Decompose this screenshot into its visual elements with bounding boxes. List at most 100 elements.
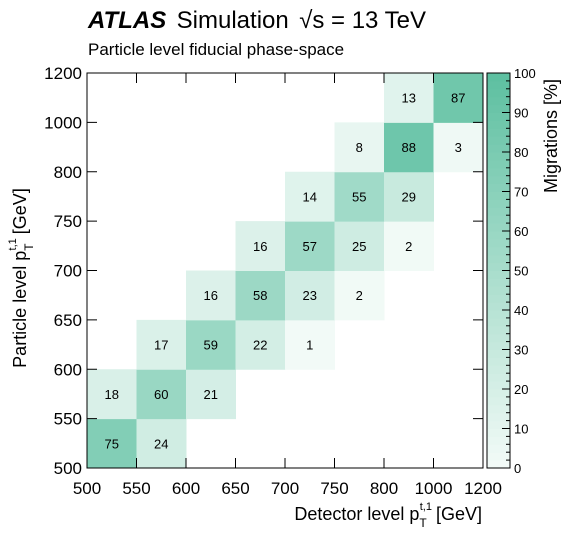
heatmap-cell	[186, 369, 236, 420]
heatmap-cell	[285, 319, 335, 370]
colorbar-segment	[487, 310, 510, 319]
atlas-label: ATLAS	[87, 7, 166, 34]
y-axis-title: Particle level pTt,1[GeV]	[7, 188, 36, 368]
cell-value-label: 60	[154, 387, 168, 402]
cell-value-label: 16	[253, 239, 267, 254]
colorbar-segment	[487, 341, 510, 350]
colorbar-segment	[487, 223, 510, 232]
cell-value-label: 21	[204, 387, 218, 402]
cell-value-label: 29	[402, 189, 416, 204]
colorbar-segment	[487, 396, 510, 406]
colorbar-segment	[487, 349, 510, 358]
cell-value-label: 16	[204, 288, 218, 303]
chart-header: ATLAS Simulation √s = 13 TeV Particle le…	[87, 7, 426, 59]
colorbar-segment	[487, 389, 510, 398]
heatmap-cell	[384, 171, 434, 222]
colorbar-segment	[487, 96, 510, 106]
colorbar-segment	[487, 128, 510, 137]
colorbar-tick-label: 20	[514, 382, 528, 397]
heatmap-cell	[384, 73, 434, 123]
colorbar-segment	[487, 254, 510, 264]
colorbar-segment	[487, 278, 510, 287]
heatmap-cell	[285, 171, 335, 222]
colorbar-segment	[487, 104, 510, 113]
y-tick-label: 1200	[44, 64, 82, 83]
simulation-label: Simulation	[177, 7, 289, 34]
colorbar-segment	[487, 452, 510, 461]
y-axis: 500 550 600 650 700 750 800 1000 1200	[44, 64, 483, 478]
chart-subtitle: Particle level fiducial phase-space	[88, 40, 344, 59]
heatmap-cell	[235, 221, 286, 271]
colorbar-segment	[487, 294, 510, 303]
heatmap-cell	[384, 122, 434, 173]
cell-value-label: 13	[402, 91, 416, 106]
colorbar-segment	[487, 112, 510, 121]
colorbar-segment	[487, 215, 510, 224]
heatmap-cell	[235, 270, 286, 321]
colorbar-tick-label: 50	[514, 264, 528, 279]
colorbar-tick-label: 100	[514, 66, 536, 81]
heatmap-cell	[384, 221, 434, 271]
x-axis-title: Detector level pTt,1 [GeV]	[294, 501, 482, 530]
cell-value-label: 59	[204, 338, 218, 353]
colorbar-segment	[487, 317, 510, 327]
heatmap-cell	[285, 270, 335, 321]
y-tick-label: 550	[54, 410, 82, 429]
x-tick-label: 800	[370, 479, 398, 498]
colorbar-segment	[487, 333, 510, 343]
colorbar-segment	[487, 325, 510, 335]
heatmap-cell	[334, 171, 385, 222]
colorbar-segment	[487, 238, 510, 248]
colorbar-tick-label: 30	[514, 343, 528, 358]
heatmap-cell	[136, 369, 187, 420]
colorbar-segment	[487, 246, 510, 256]
x-tick-label: 600	[172, 479, 200, 498]
colorbar-segment	[487, 199, 510, 208]
colorbar-tick-label: 60	[514, 224, 528, 239]
cell-value-label: 57	[303, 239, 317, 254]
cell-value-label: 17	[154, 338, 168, 353]
cell-value-label: 3	[455, 140, 462, 155]
colorbar-segment	[487, 73, 510, 82]
colorbar-title: Migrations [%]	[541, 79, 561, 193]
cell-value-label: 58	[253, 288, 267, 303]
cell-value-label: 2	[356, 288, 363, 303]
cell-value-label: 75	[105, 436, 119, 451]
heatmap-cell	[186, 319, 236, 370]
colorbar-tick-label: 90	[514, 106, 528, 121]
colorbar-segment	[487, 428, 510, 437]
x-tick-label: 500	[73, 479, 101, 498]
x-tick-label: 1200	[464, 479, 502, 498]
heatmap-cell	[136, 319, 187, 370]
colorbar-segment	[487, 444, 510, 453]
heatmap-cell	[186, 270, 236, 321]
heatmap-cell	[334, 221, 385, 271]
y-tick-label: 800	[54, 163, 82, 182]
y-tick-label: 500	[54, 459, 82, 478]
colorbar-segment	[487, 207, 510, 216]
heatmap-cell	[334, 270, 385, 321]
colorbar-segment	[487, 412, 510, 422]
cell-value-label: 8	[356, 140, 363, 155]
heatmap-cell	[285, 221, 335, 271]
colorbar-segment	[487, 460, 510, 469]
y-tick-label: 700	[54, 262, 82, 281]
colorbar-segment	[487, 136, 510, 145]
colorbar-segment	[487, 286, 510, 295]
energy-label: √s = 13 TeV	[299, 7, 426, 34]
cell-value-label: 25	[352, 239, 366, 254]
colorbar-tick-label: 0	[514, 461, 521, 476]
heatmap-cell	[433, 73, 484, 123]
cell-value-label: 14	[303, 189, 317, 204]
colorbar-segment	[487, 404, 510, 414]
colorbar-segment	[487, 120, 510, 129]
x-axis: 500 550 600 650 700 750 800 1000 1200	[73, 73, 502, 498]
x-tick-label: 750	[320, 479, 348, 498]
x-tick-label: 550	[122, 479, 150, 498]
cell-value-label: 87	[451, 91, 465, 106]
colorbar-segment	[487, 144, 510, 153]
y-tick-label: 650	[54, 311, 82, 330]
colorbar-segment	[487, 167, 510, 177]
